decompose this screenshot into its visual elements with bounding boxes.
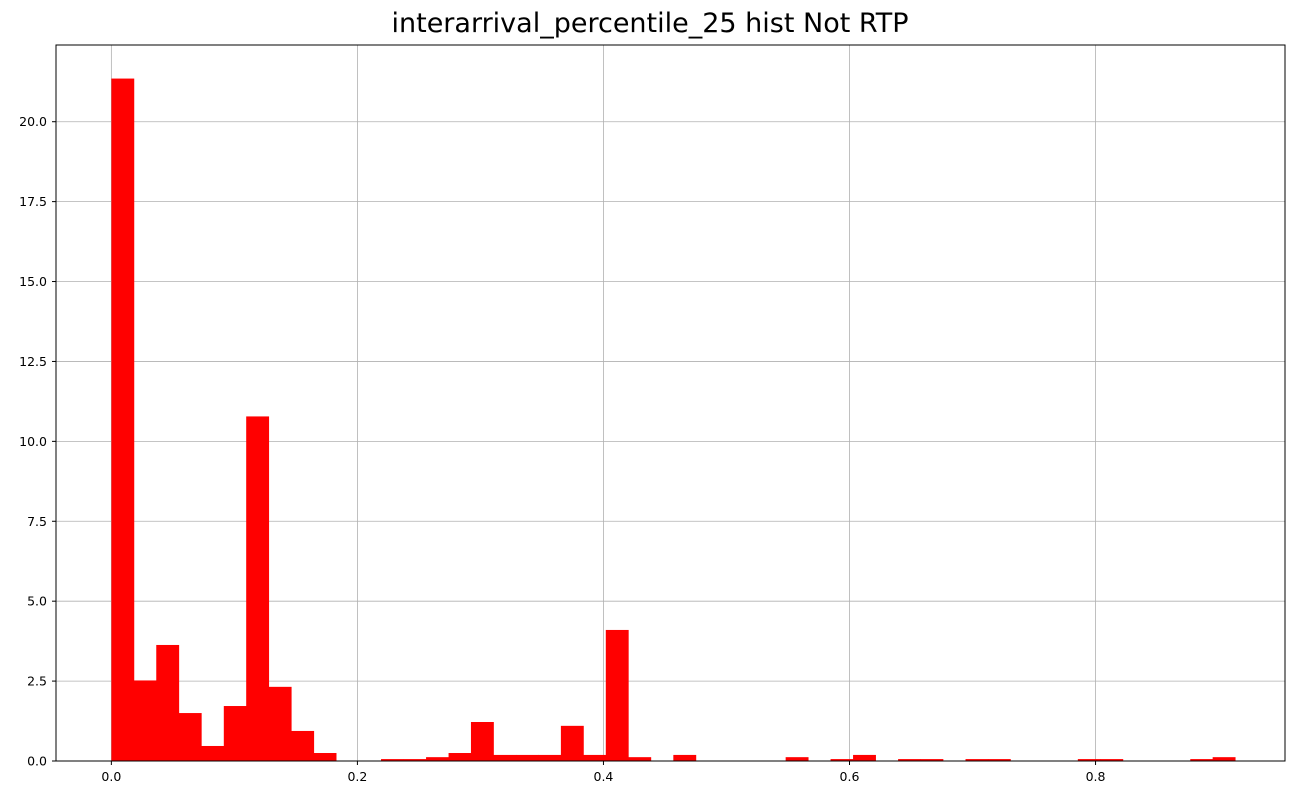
histogram-bar <box>246 416 270 761</box>
histogram-bars <box>111 78 1236 761</box>
y-tick-label: 17.5 <box>19 194 47 209</box>
histogram-bar <box>583 754 607 761</box>
histogram-bar <box>381 759 404 761</box>
histogram-bar <box>920 759 944 761</box>
y-tick-label: 15.0 <box>19 274 47 289</box>
x-tick-label: 0.4 <box>594 769 614 784</box>
histogram-bar <box>470 722 494 761</box>
histogram-bar <box>1212 757 1236 761</box>
histogram-bar <box>987 759 1011 761</box>
histogram-bar <box>223 706 247 761</box>
histogram-bar <box>111 78 135 761</box>
axes: 0.0 0.2 0.4 0.6 0.8 0.0 2.5 5.0 7.5 10.0 12.5 15.0 1… <box>19 44 1286 784</box>
histogram-bar <box>830 759 854 761</box>
histogram-bar <box>560 725 584 761</box>
histogram-bar <box>515 754 539 761</box>
chart-title: interarrival_percentile_25 hist Not RTP <box>391 8 909 39</box>
histogram-bar <box>291 730 315 761</box>
y-tick-label: 5.0 <box>27 594 47 609</box>
histogram-bar <box>853 754 876 761</box>
histogram-bar <box>605 629 629 761</box>
plot-frame <box>55 44 1286 762</box>
histogram-bar <box>1190 759 1214 761</box>
x-tick-label: 0.8 <box>1086 769 1106 784</box>
histogram-bar <box>493 754 517 761</box>
histogram-bar <box>426 757 449 761</box>
x-tick-label: 0.0 <box>101 769 121 784</box>
y-tick-label: 12.5 <box>19 354 47 369</box>
histogram-bar <box>403 759 427 761</box>
histogram-bar <box>313 753 337 761</box>
x-tick-label: 0.2 <box>347 769 367 784</box>
histogram-bar <box>133 680 157 761</box>
x-tick-label: 0.6 <box>840 769 860 784</box>
histogram-bar <box>201 745 225 761</box>
histogram-bar <box>785 757 809 761</box>
histogram-bar <box>673 754 697 761</box>
histogram-bar <box>1077 759 1101 761</box>
histogram-bar <box>448 753 472 761</box>
histogram-bar <box>178 713 202 761</box>
y-tick-label: 20.0 <box>19 114 47 129</box>
y-tick-label: 7.5 <box>27 514 47 529</box>
histogram-bar <box>538 754 562 761</box>
histogram-bar <box>268 686 292 761</box>
grid-lines <box>56 45 1285 762</box>
histogram-bar <box>965 759 989 761</box>
histogram-bar <box>1100 759 1124 761</box>
histogram-bar <box>898 759 921 761</box>
histogram-bar <box>156 644 180 761</box>
y-tick-label: 2.5 <box>27 674 47 689</box>
histogram-bar <box>628 757 652 761</box>
y-tick-label: 10.0 <box>19 434 47 449</box>
y-tick-label: 0.0 <box>27 754 47 769</box>
